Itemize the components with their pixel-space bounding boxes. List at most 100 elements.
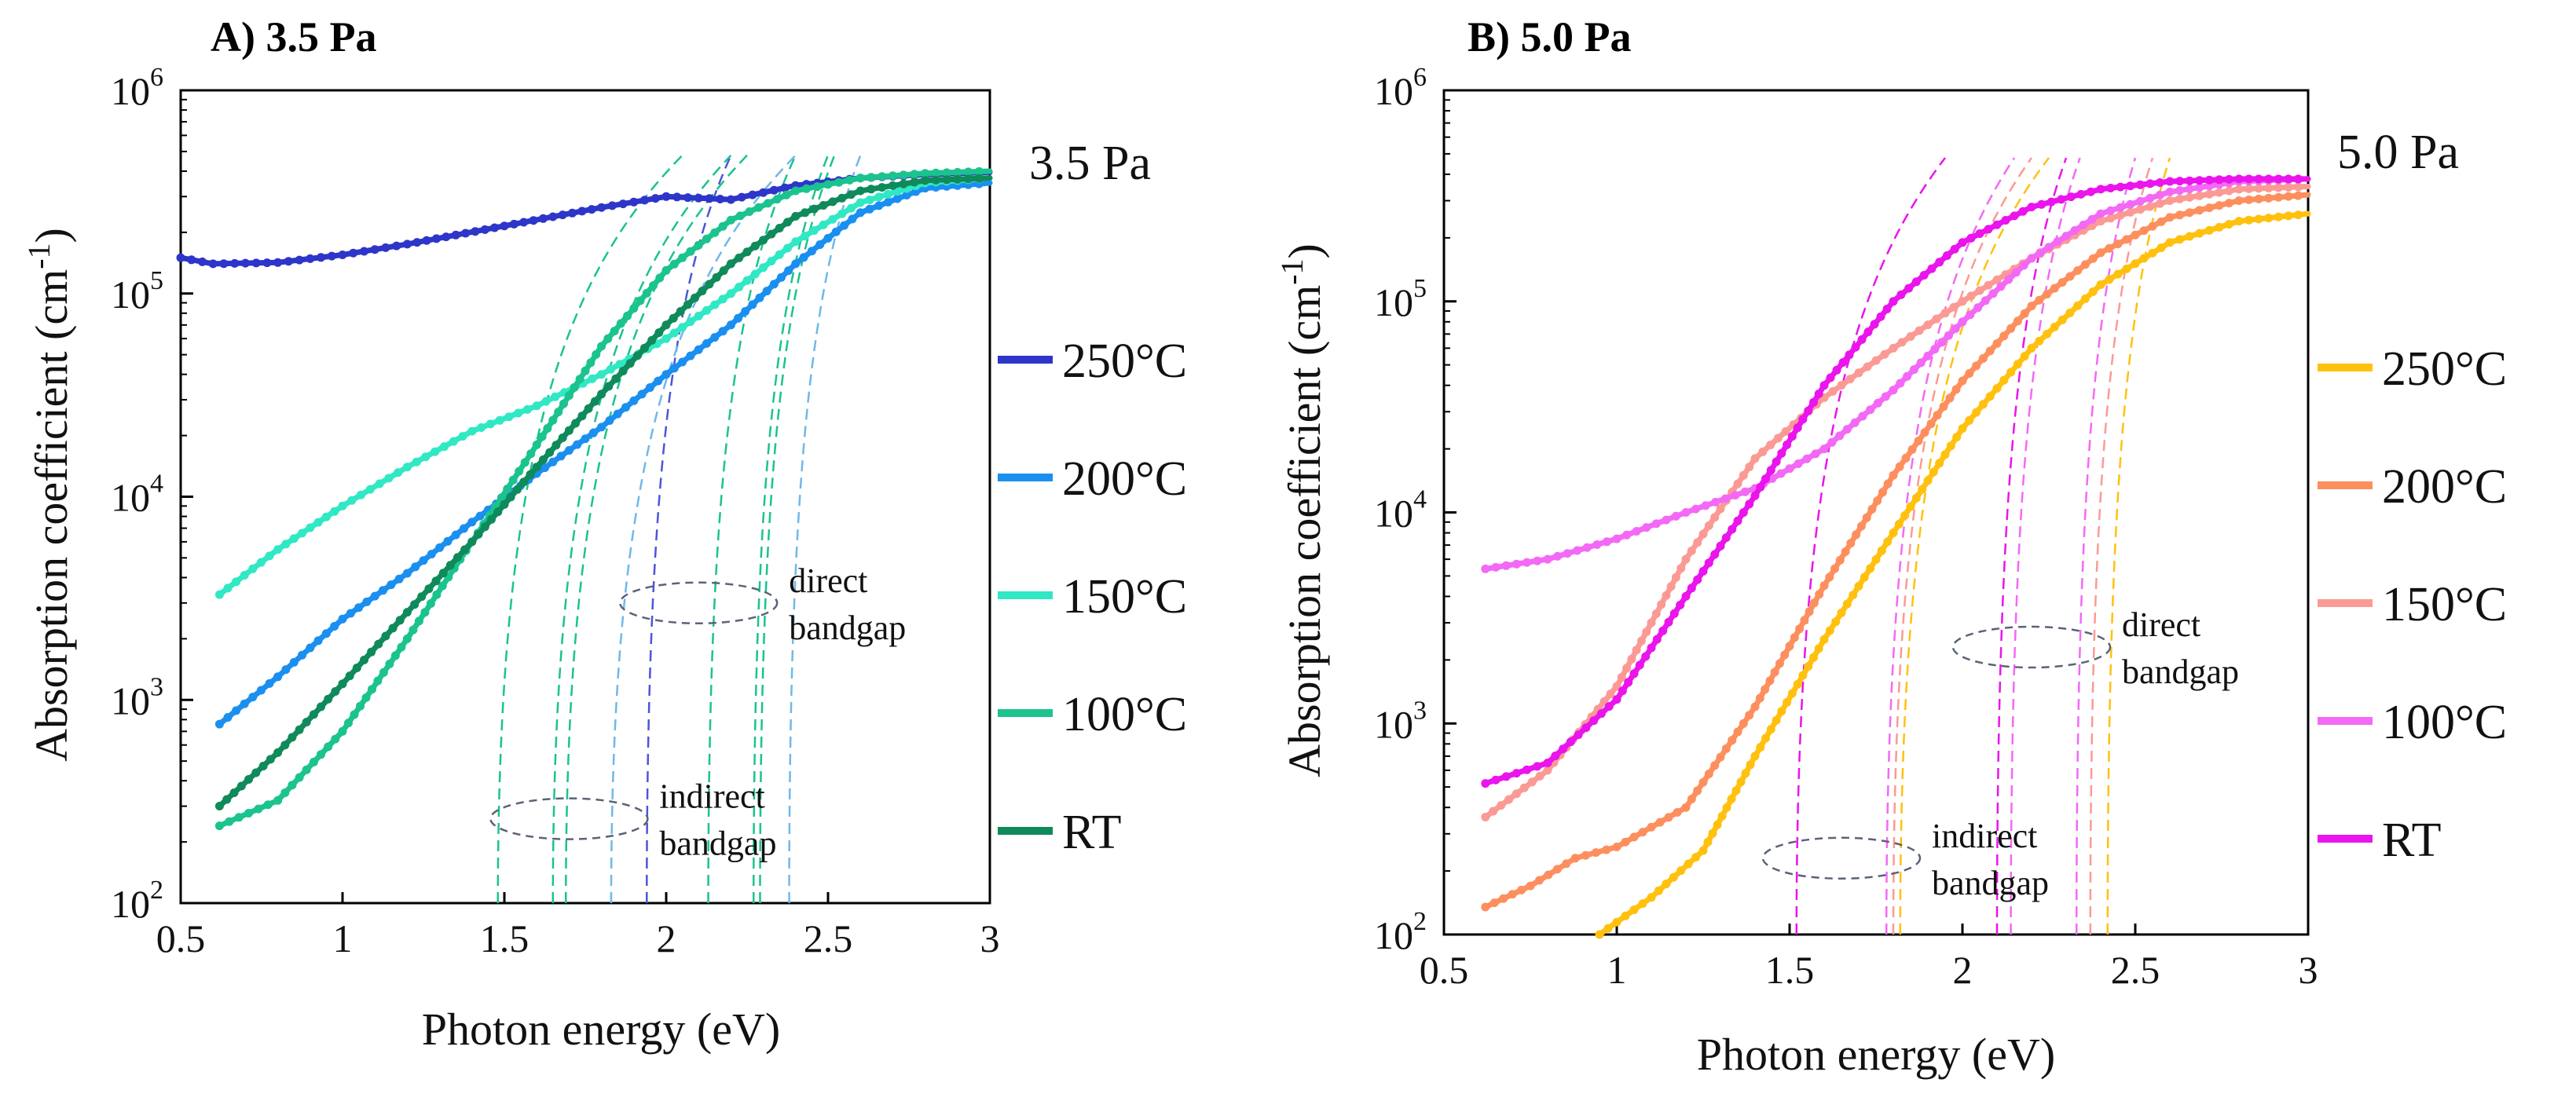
data-point	[1604, 702, 1614, 711]
panel-a-pressure-label: 3.5 Pa	[1029, 137, 1151, 190]
data-point	[892, 194, 902, 203]
data-point	[273, 672, 283, 682]
data-point	[1713, 820, 1722, 829]
data-point	[480, 225, 489, 234]
data-point	[769, 280, 779, 289]
data-point	[370, 591, 379, 601]
data-point	[187, 255, 196, 265]
data-point	[324, 694, 333, 704]
data-point	[636, 296, 645, 305]
data-point	[1602, 537, 1611, 547]
data-point	[551, 441, 561, 450]
data-point	[1632, 646, 1641, 655]
data-point	[754, 203, 764, 212]
indirect-bandgap-label-2: bandgap	[1932, 864, 2049, 902]
data-point	[1657, 600, 1666, 609]
data-point	[726, 215, 735, 225]
data-point	[1638, 828, 1647, 837]
data-point	[2105, 275, 2114, 284]
data-point	[2244, 174, 2254, 184]
data-point	[974, 166, 984, 176]
data-point	[2096, 280, 2105, 289]
y-tick-label: 104	[111, 470, 163, 520]
data-point	[1933, 411, 1942, 420]
data-point	[581, 366, 590, 375]
legend-label: 150°C	[2382, 578, 2507, 631]
data-point	[426, 599, 435, 608]
x-tick-label: 0.5	[1420, 948, 1469, 992]
data-point	[1733, 516, 1742, 525]
data-point	[402, 463, 412, 472]
data-point	[2264, 184, 2274, 192]
data-point	[1798, 415, 1808, 424]
data-point	[281, 540, 291, 549]
data-point	[2165, 177, 2175, 186]
data-point	[1736, 777, 1746, 787]
data-point	[2293, 174, 2303, 184]
data-point	[1776, 469, 1786, 478]
data-point	[2234, 217, 2244, 226]
data-point	[702, 305, 711, 315]
data-point	[581, 434, 590, 444]
data-point	[2018, 207, 2028, 216]
data-point	[289, 534, 299, 543]
data-point	[1842, 599, 1852, 609]
data-point	[2027, 343, 2036, 353]
data-point	[1876, 312, 1885, 321]
data-point	[1838, 358, 1848, 367]
data-point	[2058, 278, 2067, 287]
data-point	[1624, 678, 1633, 687]
data-point	[1664, 617, 1673, 627]
data-point	[2224, 199, 2233, 208]
data-point	[1909, 365, 1918, 375]
data-point	[321, 629, 331, 638]
data-point	[775, 224, 784, 232]
data-point	[519, 218, 529, 227]
data-point	[1944, 331, 1953, 340]
data-point	[815, 240, 825, 249]
data-point	[280, 741, 290, 750]
data-point	[1837, 381, 1846, 390]
data-point	[427, 550, 436, 559]
data-point	[2126, 199, 2135, 209]
data-point	[1850, 418, 1860, 427]
data-point	[1883, 537, 1893, 547]
data-point	[432, 234, 441, 243]
data-point	[2293, 182, 2303, 192]
data-point	[244, 775, 253, 784]
data-point	[964, 174, 973, 184]
data-point	[719, 266, 728, 276]
data-point	[801, 208, 810, 218]
panel-a-plot-area: 0.5 1 1.5 2 2.5 3 102 103 104 105 106 direct bandgap…	[111, 63, 1000, 960]
data-point	[1930, 345, 1940, 354]
panel-b: B) 5.0 Pa 5.0 Pa 0.5 1 1.5 2 2.5 3 102 103 104 10…	[1274, 13, 2507, 1080]
y-tick-label: 105	[1374, 274, 1427, 324]
data-point	[974, 174, 984, 183]
data-point	[1958, 376, 1967, 386]
data-point	[616, 319, 625, 328]
data-point	[1825, 572, 1834, 582]
data-point	[1832, 365, 1841, 375]
data-point	[461, 229, 471, 238]
data-point	[402, 634, 412, 643]
data-point	[629, 396, 639, 405]
data-point	[2086, 187, 2095, 196]
data-point	[1698, 566, 1708, 576]
data-point	[313, 518, 323, 527]
data-point	[1984, 280, 1993, 290]
data-point	[379, 668, 388, 677]
data-point	[1965, 369, 1974, 378]
data-point	[443, 536, 453, 546]
data-point	[1814, 644, 1823, 653]
data-point	[1852, 530, 1861, 540]
data-point	[564, 391, 573, 401]
data-point	[467, 518, 477, 527]
data-point	[368, 685, 376, 694]
data-point	[1543, 554, 1552, 564]
data-point	[1914, 437, 1923, 445]
data-point	[381, 631, 390, 641]
data-point	[2096, 185, 2105, 194]
data-point	[519, 477, 529, 487]
data-point	[1889, 297, 1898, 306]
data-point	[750, 269, 760, 279]
